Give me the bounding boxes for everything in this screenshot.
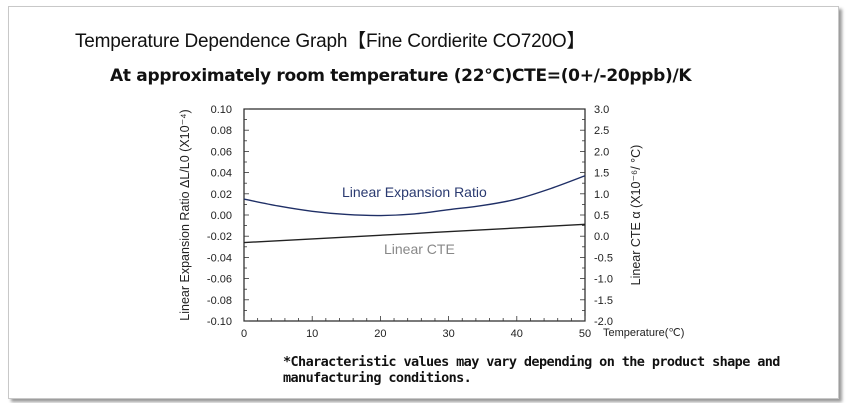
y-left-tick-label: -0.04	[207, 252, 232, 264]
y-left-tick-label: 0.00	[211, 210, 232, 222]
y-right-tick-label: -0.5	[594, 252, 613, 264]
x-tick-label: 20	[374, 328, 386, 340]
y-right-tick-label: 2.0	[594, 146, 609, 158]
y-right-tick-label: -1.5	[594, 295, 613, 307]
y-left-tick-label: -0.08	[207, 295, 232, 307]
footnote: *Characteristic values may vary dependin…	[283, 354, 780, 386]
y-axis-left-label: Linear Expansion Ratio ΔL/L0 (X10⁻⁴)	[178, 109, 192, 320]
annotation-linear-cte: Linear CTE	[384, 241, 455, 257]
x-axis-label: Temperature(℃)	[603, 327, 684, 339]
y-axis-right-label: Linear CTE α (X10⁻⁶/ °C)	[629, 145, 643, 286]
x-tick-label: 40	[511, 328, 523, 340]
page-title: Temperature Dependence Graph【Fine Cordie…	[75, 31, 586, 52]
x-tick-label: 50	[579, 328, 591, 340]
y-left-tick-label: 0.08	[211, 125, 232, 137]
y-left-tick-label: 0.10	[211, 104, 232, 116]
y-left-tick-label: -0.10	[207, 316, 232, 328]
y-left-tick-label: -0.02	[207, 231, 232, 243]
y-right-tick-label: 3.0	[594, 104, 609, 116]
y-left-tick-label: -0.06	[207, 274, 232, 286]
figure-frame	[8, 6, 839, 399]
y-right-tick-label: 2.5	[594, 125, 609, 137]
plot-area	[243, 108, 586, 322]
y-right-tick-label: 1.5	[594, 168, 609, 180]
y-left-tick-label: 0.02	[211, 189, 232, 201]
y-left-tick-label: 0.06	[211, 146, 232, 158]
x-tick-label: 30	[442, 328, 454, 340]
series-line-linear-expansion-ratio	[243, 175, 586, 217]
annotation-linear-expansion-ratio: Linear Expansion Ratio	[342, 184, 487, 200]
x-tick-label: 10	[306, 328, 318, 340]
y-right-tick-label: 0.0	[594, 231, 609, 243]
chart-subtitle: At approximately room temperature (22℃)C…	[110, 66, 692, 86]
y-right-tick-label: -2.0	[594, 316, 613, 328]
y-left-tick-label: 0.04	[211, 168, 232, 180]
series-line-linear-cte	[243, 223, 586, 244]
x-tick-label: 0	[241, 328, 247, 340]
y-right-tick-label: 1.0	[594, 189, 609, 201]
y-right-tick-label: 0.5	[594, 210, 609, 222]
y-right-tick-label: -1.0	[594, 274, 613, 286]
